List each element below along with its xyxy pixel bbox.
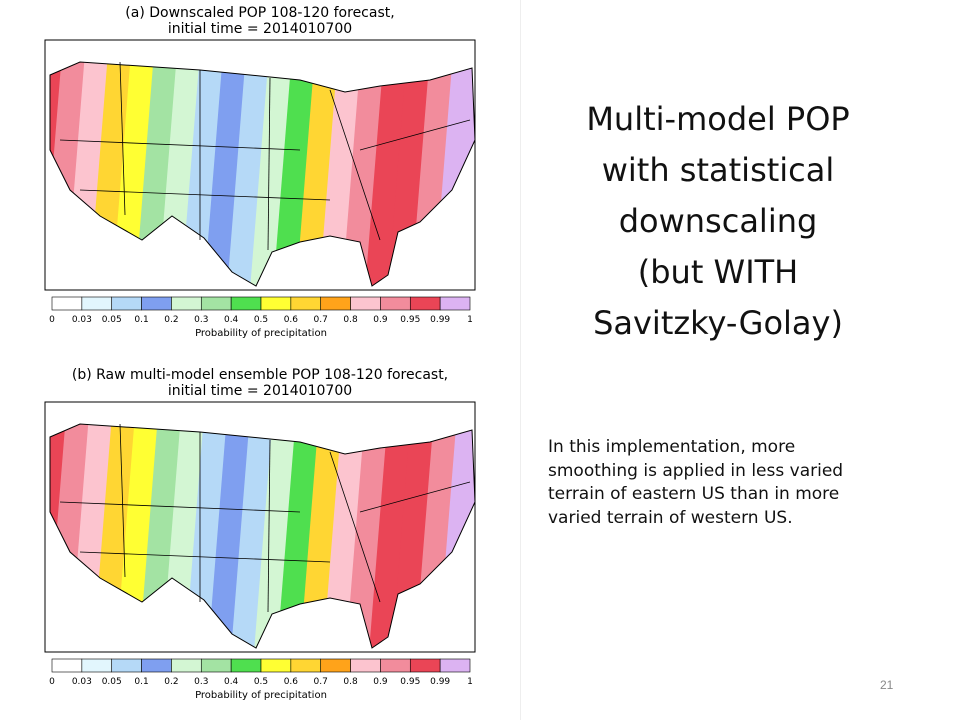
state-border: [119, 61, 126, 216]
colorbar-tick-label: 0.95: [400, 677, 420, 687]
colorbar-cell: [409, 658, 441, 673]
colorbar-cell: [141, 296, 172, 311]
colorbar-tick-label: 0.95: [400, 315, 420, 325]
colorbar-tick-label: 0.9: [373, 315, 388, 325]
slide-title-line: with statistical: [601, 151, 835, 189]
colorbar-tick-label: 0.2: [164, 677, 178, 687]
colorbar-tick-label: 0.8: [343, 315, 358, 325]
slide-title-line: downscaling: [618, 202, 818, 240]
colorbar-tick-label: 0.05: [102, 677, 122, 687]
colorbar-tick-label: 0.03: [72, 315, 92, 325]
colorbar-tick-label: 0.1: [134, 315, 148, 325]
colorbar-tick-label: 0.8: [343, 677, 358, 687]
colorbar-tick-label: 0.4: [224, 677, 239, 687]
colorbar-tick-label: 0.7: [314, 677, 328, 687]
colorbar-tick-label: 0.2: [164, 315, 178, 325]
colorbar-label: Probability of precipitation: [195, 690, 327, 701]
state-border: [59, 139, 301, 151]
state-border: [79, 551, 331, 563]
colorbar-cell: [111, 658, 142, 673]
panel-title: (a) Downscaled POP 108-120 forecast,: [125, 5, 394, 21]
colorbar-tick-label: 1: [467, 677, 473, 687]
colorbar-label: Probability of precipitation: [195, 328, 327, 339]
colorbar-tick-label: 0.6: [284, 677, 299, 687]
colorbar-tick-label: 0.3: [194, 315, 208, 325]
colorbar-cell: [81, 296, 113, 311]
colorbar-tick-label: 0.6: [284, 315, 299, 325]
colorbar-cell: [51, 658, 83, 673]
colorbar-cell: [171, 658, 202, 673]
colorbar-cell: [230, 296, 262, 311]
state-border: [359, 481, 471, 513]
slide-title-line: Multi-model POP: [586, 100, 850, 138]
state-border: [359, 119, 471, 151]
panel-title: (b) Raw multi-model ensemble POP 108-120…: [72, 367, 448, 383]
colorbar-cell: [350, 658, 381, 673]
colorbar-tick-label: 0: [49, 677, 55, 687]
colorbar-cell: [111, 296, 142, 311]
figure: (a) Downscaled POP 108-120 forecast,init…: [44, 5, 476, 701]
colorbar-tick-label: 0.5: [254, 677, 268, 687]
colorbar-tick-label: 0: [49, 315, 55, 325]
colorbar-cell: [439, 658, 471, 673]
colorbar-tick-label: 0.05: [102, 315, 122, 325]
colorbar-cell: [171, 296, 202, 311]
colorbar-tick-label: 0.4: [224, 315, 239, 325]
colorbar-cell: [320, 296, 351, 311]
state-border: [59, 501, 301, 513]
map-outline: [49, 61, 476, 287]
colorbar-cell: [350, 296, 381, 311]
state-border: [267, 77, 271, 251]
state-border: [329, 89, 381, 241]
state-border: [329, 451, 381, 603]
slide-title-line: Savitzky-Golay): [593, 304, 843, 342]
colorbar-cell: [260, 658, 292, 673]
colorbar-tick-label: 0.3: [194, 677, 208, 687]
colorbar-cell: [81, 658, 113, 673]
colorbar-cell: [200, 658, 232, 673]
colorbar-tick-label: 0.7: [314, 315, 328, 325]
state-border: [79, 189, 331, 201]
slide-title: Multi-model POP with statistical downscali…: [548, 94, 888, 349]
page-number: 21: [880, 678, 894, 692]
colorbar-tick-label: 1: [467, 315, 473, 325]
panel-title: initial time = 2014010700: [168, 21, 352, 37]
panel-title: initial time = 2014010700: [168, 383, 352, 399]
state-border: [267, 439, 271, 613]
body-text: In this implementation, more smoothing i…: [548, 437, 844, 528]
colorbar-tick-label: 0.03: [72, 677, 92, 687]
colorbar-cell: [380, 296, 411, 311]
panel: (a) Downscaled POP 108-120 forecast,init…: [44, 5, 476, 339]
colorbar-cell: [439, 296, 471, 311]
colorbar-cell: [230, 658, 262, 673]
colorbar-cell: [409, 296, 441, 311]
map: [50, 62, 475, 286]
colorbar-cell: [200, 296, 232, 311]
state-border: [119, 423, 126, 578]
colorbar-tick-label: 0.99: [430, 677, 450, 687]
colorbar-tick-label: 0.99: [430, 315, 450, 325]
colorbar-tick-label: 0.1: [134, 677, 148, 687]
colorbar-cell: [141, 658, 172, 673]
colorbar-cell: [290, 296, 322, 311]
panel: (b) Raw multi-model ensemble POP 108-120…: [44, 367, 476, 701]
colorbar-tick-label: 0.9: [373, 677, 388, 687]
colorbar-cell: [290, 658, 322, 673]
colorbar-tick-label: 0.5: [254, 315, 268, 325]
colorbar-cell: [380, 658, 411, 673]
slide-title-line: (but WITH: [637, 253, 799, 291]
divider: [520, 0, 521, 720]
map-outline: [49, 423, 476, 649]
colorbar-cell: [260, 296, 292, 311]
colorbar-cell: [51, 296, 83, 311]
colorbar-cell: [320, 658, 351, 673]
